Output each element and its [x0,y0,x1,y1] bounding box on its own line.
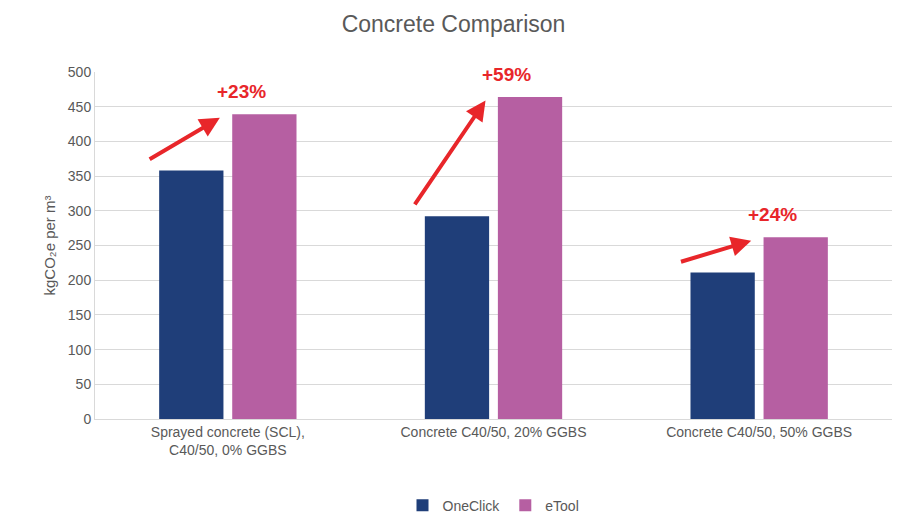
svg-text:50: 50 [76,376,92,392]
svg-text:150: 150 [68,307,92,323]
svg-text:+24%: +24% [748,204,797,225]
svg-text:200: 200 [68,272,92,288]
svg-text:250: 250 [68,237,92,253]
svg-text:Concrete Comparison: Concrete Comparison [342,11,566,37]
svg-text:Sprayed concrete (SCL),C40/50,: Sprayed concrete (SCL),C40/50, 0% GGBS [151,424,305,458]
svg-text:450: 450 [68,99,92,115]
svg-text:400: 400 [68,133,92,149]
svg-text:350: 350 [68,168,92,184]
svg-text:OneClick: OneClick [443,498,501,514]
svg-text:Concrete C40/50, 20% GGBS: Concrete C40/50, 20% GGBS [401,424,587,440]
svg-text:100: 100 [68,342,92,358]
svg-text:300: 300 [68,203,92,219]
svg-text:kgCO₂e per m³: kgCO₂e per m³ [41,195,58,295]
svg-text:Concrete C40/50, 50% GGBS: Concrete C40/50, 50% GGBS [666,424,852,440]
svg-text:0: 0 [83,411,91,427]
svg-text:+23%: +23% [217,81,266,102]
svg-text:500: 500 [68,64,92,80]
svg-text:+59%: +59% [482,64,531,85]
svg-text:eTool: eTool [545,498,578,514]
